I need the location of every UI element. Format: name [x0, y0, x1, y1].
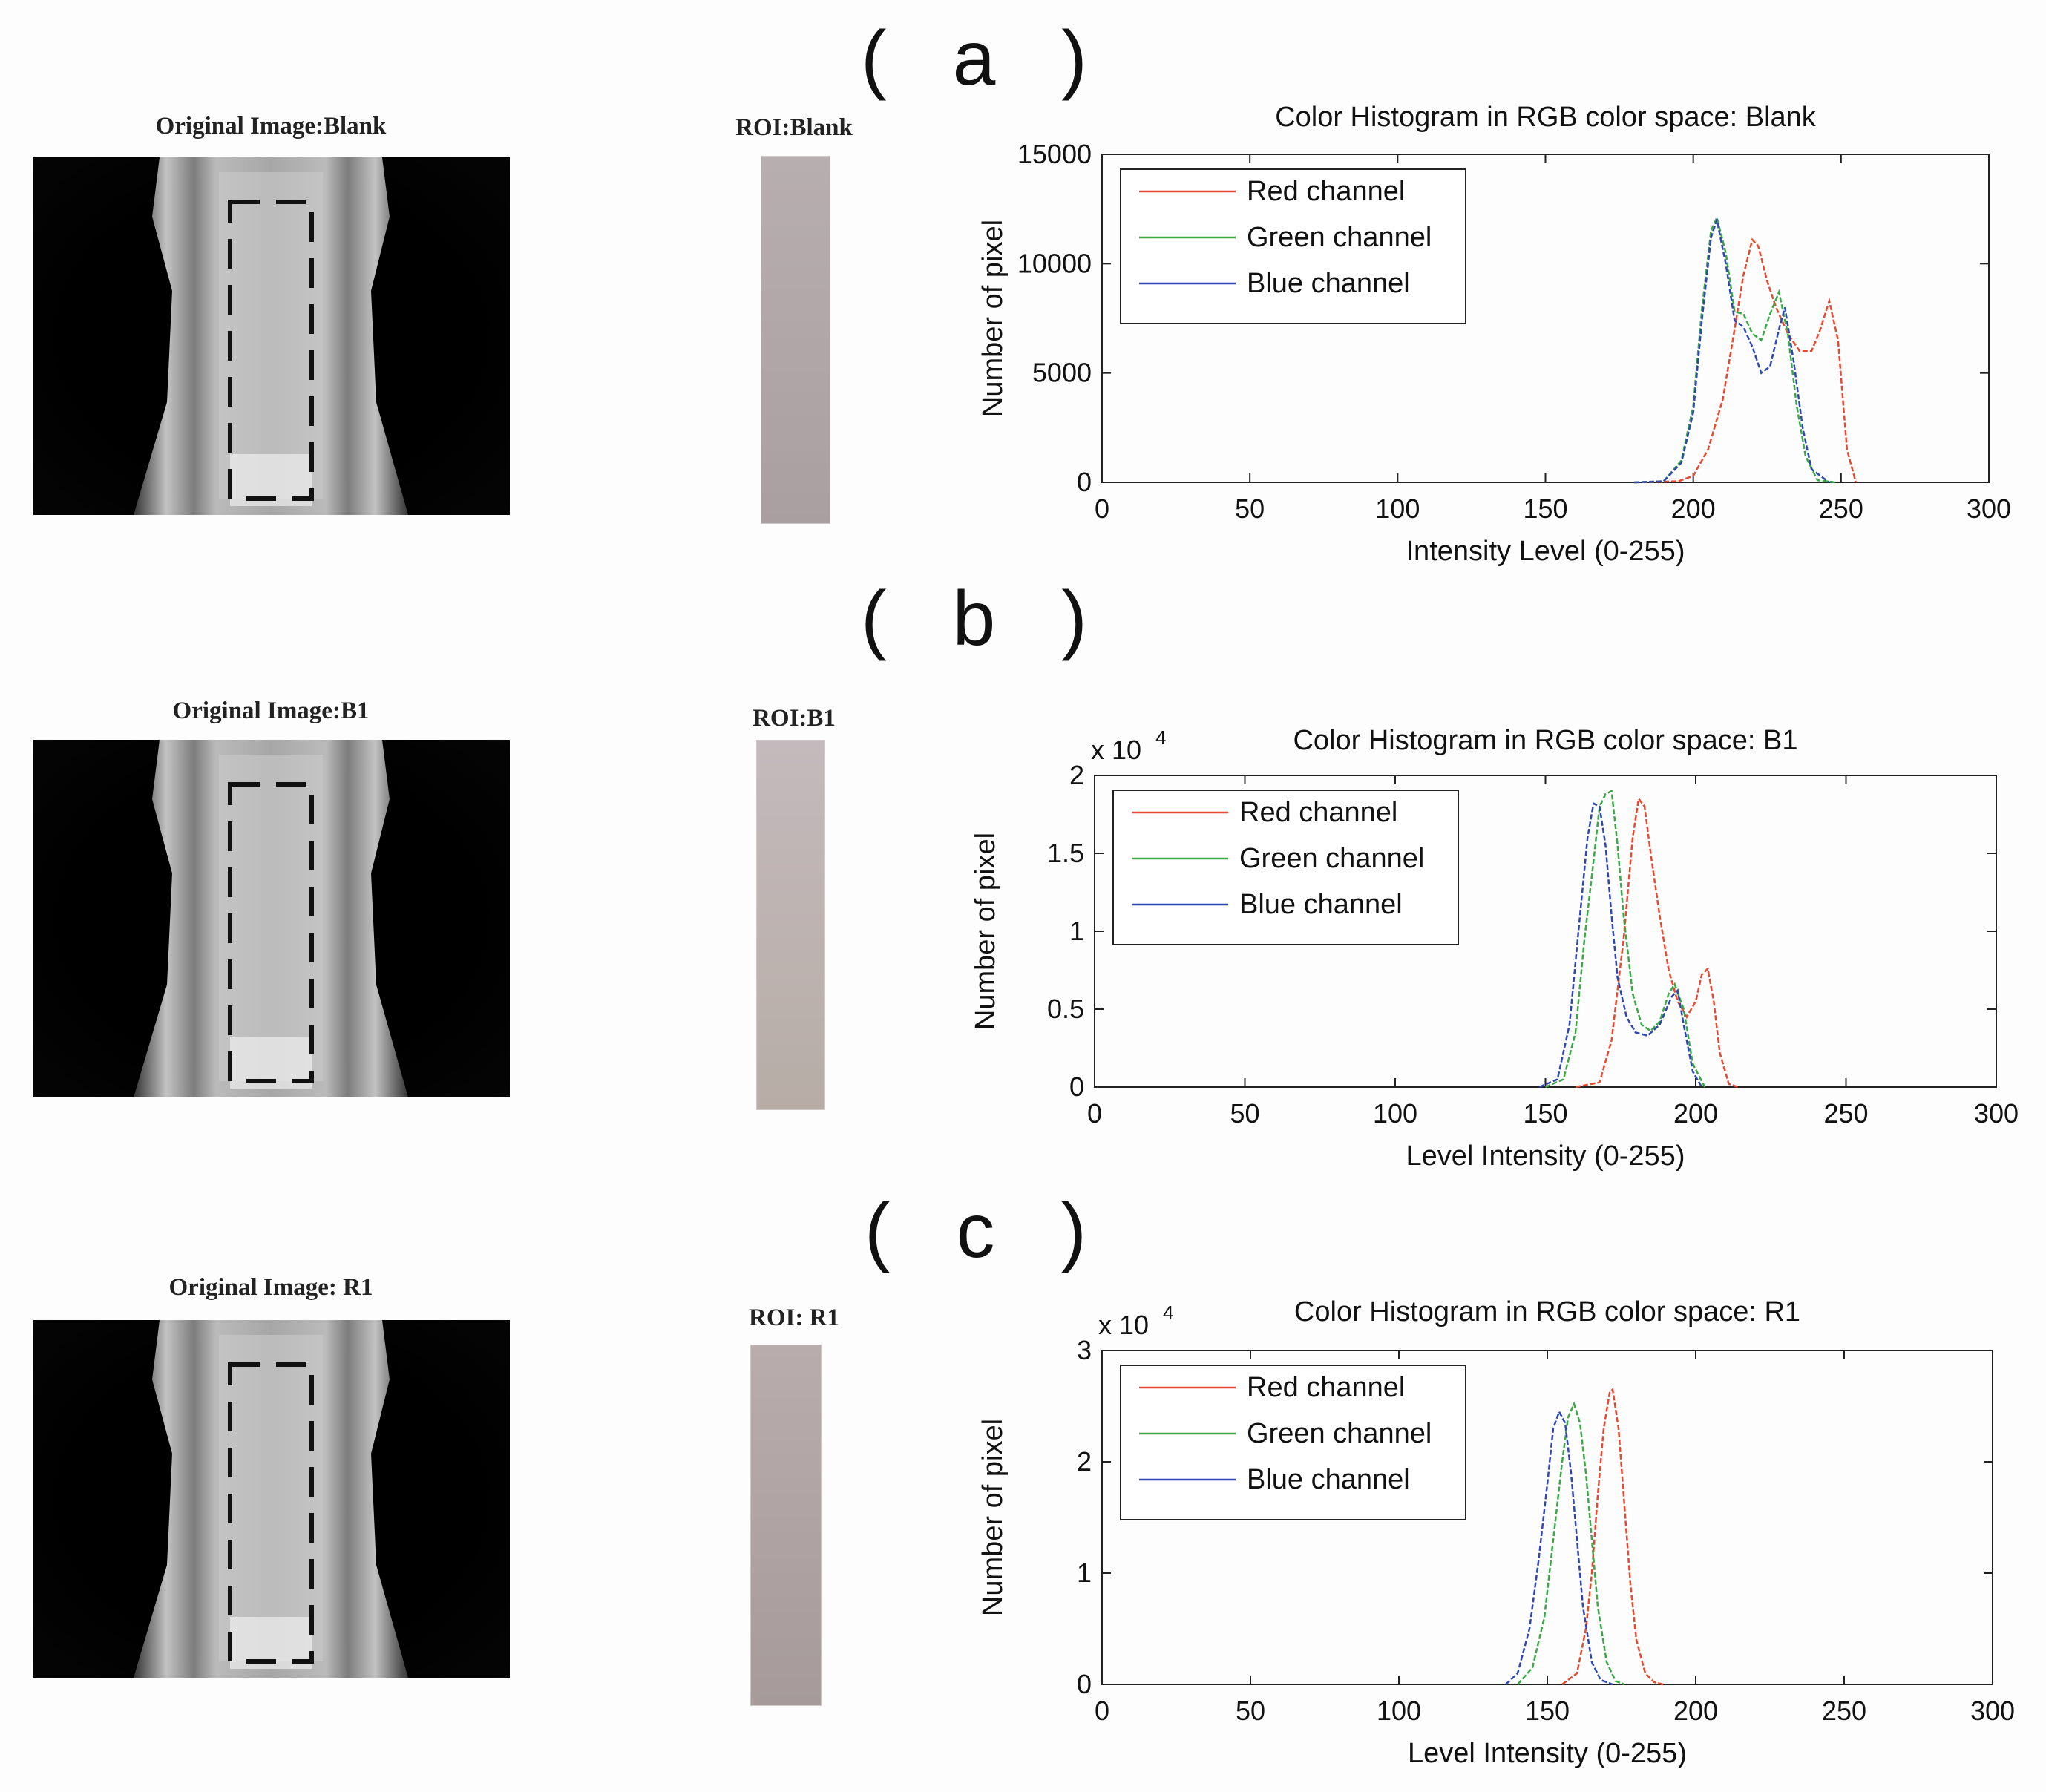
- series-line-red-channel: [1561, 1387, 1664, 1686]
- legend-label: Green channel: [1239, 843, 1424, 874]
- y-tick-label: 3: [1077, 1335, 1092, 1365]
- panel-label-b: ( b ): [861, 576, 1109, 662]
- legend-label: Green channel: [1247, 222, 1432, 253]
- y-exponent-label: x 10: [1098, 1310, 1149, 1340]
- panel-label-a: ( a ): [861, 16, 1109, 102]
- roi-image-b: [756, 740, 825, 1110]
- series-line-blue-channel: [1538, 801, 1703, 1089]
- cuvette-illustration: [134, 1320, 408, 1678]
- roi-dashed-box: [228, 200, 314, 501]
- x-tick-label: 200: [1673, 1696, 1718, 1726]
- chart-title: Color Histogram in RGB color space: Blan…: [1275, 102, 1817, 133]
- y-tick-label: 5000: [1032, 358, 1092, 388]
- x-tick-label: 250: [1819, 493, 1863, 524]
- y-tick-label: 0.5: [1047, 994, 1084, 1024]
- roi-dashed-box: [228, 782, 314, 1083]
- y-exponent-label: x 10: [1091, 735, 1141, 765]
- series-line-red-channel: [1575, 796, 1739, 1089]
- y-exponent-power: 4: [1155, 726, 1166, 749]
- chart-title: Color Histogram in RGB color space: R1: [1294, 1296, 1800, 1327]
- x-tick-label: 100: [1375, 493, 1420, 524]
- x-tick-label: 200: [1673, 1098, 1718, 1129]
- y-tick-label: 2: [1077, 1446, 1092, 1477]
- x-axis-label: Intensity Level (0-255): [1406, 536, 1685, 567]
- legend-label: Blue channel: [1247, 268, 1410, 299]
- x-axis-label: Level Intensity (0-255): [1406, 1140, 1685, 1172]
- panel-label-c: ( c ): [865, 1188, 1109, 1274]
- x-tick-label: 150: [1525, 1696, 1570, 1726]
- x-tick-label: 250: [1823, 1098, 1868, 1129]
- y-axis-label: Number of pixel: [970, 833, 1001, 1030]
- roi-title-b: ROI:B1: [753, 705, 836, 732]
- x-tick-label: 0: [1095, 1696, 1109, 1726]
- histogram-svg-a: Color Histogram in RGB color space: Blan…: [977, 102, 2011, 567]
- roi-image-a: [761, 156, 830, 524]
- x-tick-label: 50: [1235, 493, 1265, 524]
- legend: [1120, 1365, 1466, 1520]
- series-line-green-channel: [1545, 790, 1706, 1089]
- y-tick-label: 15000: [1017, 139, 1092, 169]
- x-tick-label: 100: [1373, 1098, 1417, 1129]
- x-tick-label: 50: [1236, 1696, 1265, 1726]
- cuvette-illustration: [134, 740, 408, 1097]
- x-tick-label: 150: [1523, 1098, 1567, 1129]
- x-tick-label: 0: [1095, 493, 1109, 524]
- legend-label: Green channel: [1247, 1418, 1432, 1449]
- histogram-svg-b: Color Histogram in RGB color space: B1 x …: [970, 725, 2019, 1172]
- y-tick-label: 10000: [1017, 248, 1092, 278]
- y-tick-label: 2: [1069, 760, 1084, 790]
- histogram-chart-c: Color Histogram in RGB color space: R1 x …: [928, 1284, 2041, 1777]
- y-tick-label: 0: [1069, 1071, 1084, 1102]
- x-tick-label: 300: [1974, 1098, 2019, 1129]
- legend-label: Blue channel: [1239, 889, 1403, 920]
- x-tick-label: 200: [1671, 493, 1716, 524]
- histogram-svg-c: Color Histogram in RGB color space: R1 x …: [977, 1296, 2015, 1769]
- original-image-c: [33, 1320, 510, 1678]
- series-line-blue-channel: [1633, 216, 1830, 484]
- series-line-red-channel: [1633, 237, 1858, 484]
- series-line-green-channel: [1517, 1401, 1625, 1686]
- y-tick-label: 0: [1077, 467, 1092, 497]
- x-tick-label: 50: [1230, 1098, 1259, 1129]
- photo-title-a: Original Image:Blank: [155, 113, 387, 140]
- y-axis-label: Number of pixel: [977, 1419, 1009, 1616]
- x-tick-label: 250: [1822, 1696, 1866, 1726]
- y-tick-label: 1.5: [1047, 838, 1084, 868]
- roi-image-c: [750, 1345, 822, 1706]
- roi-title-c: ROI: R1: [749, 1304, 839, 1331]
- x-tick-label: 0: [1087, 1098, 1102, 1129]
- y-tick-label: 1: [1077, 1558, 1092, 1588]
- histogram-chart-a: Color Histogram in RGB color space: Blan…: [928, 89, 2041, 582]
- legend-label: Red channel: [1247, 176, 1405, 207]
- x-tick-label: 100: [1377, 1696, 1421, 1726]
- chart-title: Color Histogram in RGB color space: B1: [1293, 725, 1797, 756]
- original-image-b: [33, 740, 510, 1097]
- y-axis-label: Number of pixel: [977, 220, 1009, 417]
- x-axis-label: Level Intensity (0-255): [1408, 1738, 1687, 1769]
- legend: [1120, 168, 1466, 324]
- legend-label: Red channel: [1239, 797, 1397, 828]
- photo-title-c: Original Image: R1: [168, 1274, 373, 1301]
- legend-label: Red channel: [1247, 1372, 1405, 1403]
- y-tick-label: 0: [1077, 1669, 1092, 1699]
- y-tick-label: 1: [1069, 916, 1084, 946]
- roi-dashed-box: [228, 1362, 314, 1664]
- photo-title-b: Original Image:B1: [172, 698, 370, 724]
- series-line-blue-channel: [1505, 1409, 1613, 1686]
- legend: [1112, 790, 1459, 945]
- histogram-chart-b: Color Histogram in RGB color space: B1 x …: [928, 712, 2041, 1191]
- cuvette-illustration: [134, 157, 408, 515]
- x-tick-label: 300: [1970, 1696, 2015, 1726]
- legend-label: Blue channel: [1247, 1464, 1410, 1495]
- x-tick-label: 300: [1967, 493, 2011, 524]
- y-exponent-power: 4: [1163, 1302, 1173, 1324]
- original-image-a: [33, 157, 510, 515]
- x-tick-label: 150: [1523, 493, 1567, 524]
- roi-title-a: ROI:Blank: [735, 114, 853, 141]
